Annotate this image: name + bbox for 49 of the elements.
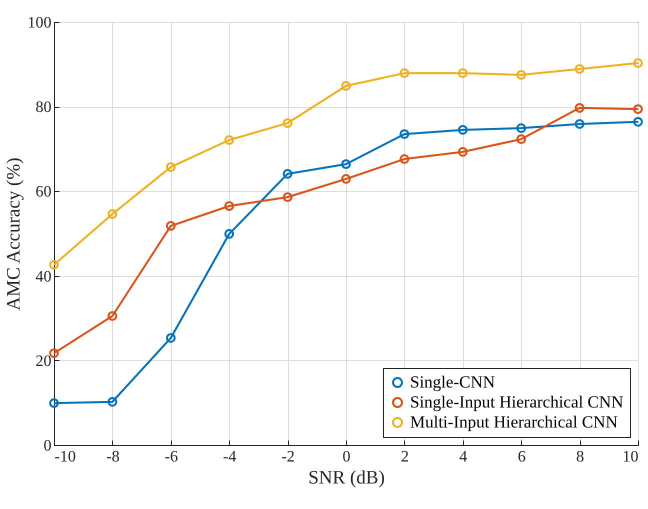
point [400,154,410,164]
point [108,311,118,321]
point [224,135,234,145]
x-tick-label: 0 [342,448,350,466]
point [166,221,176,231]
y-tick-label: 60 [36,184,52,201]
y-tick-label: 40 [36,268,52,286]
point [400,68,410,78]
y-tick-label: 0 [44,438,52,454]
point [458,146,468,157]
x-tick-label: 6 [518,448,526,466]
x-tick-label: 8 [576,448,584,466]
y-tick-label: 100 [28,14,52,32]
point [574,103,584,113]
point [341,159,351,169]
point [516,70,526,80]
point [574,64,584,74]
point [108,396,118,407]
point [166,162,176,172]
point [166,333,176,343]
x-tick-label: -2 [281,448,295,466]
point [224,229,234,239]
legend-label: Single-CNN [410,372,495,392]
y-axis-title: AMC Accuracy (%) [4,157,24,311]
point [224,201,234,211]
y-tick-label: 80 [36,99,52,116]
x-tick-label: 4 [459,448,468,466]
point [282,118,292,128]
legend-label: Single-Input Hierarchical CNN [410,392,624,412]
point [400,129,410,139]
y-tick-label: 20 [36,352,52,370]
x-tick-label: 10 [622,448,638,466]
point [341,81,351,91]
point [516,134,526,144]
point [282,192,292,202]
x-axis-title: SNR (dB) [308,468,385,488]
point [282,168,292,179]
x-tick-label: -4 [223,448,236,466]
legend-label: Multi-Input Hierarchical CNN [410,412,618,432]
point [341,174,351,184]
point [458,125,468,135]
point [574,119,584,129]
x-tick-label: -8 [106,448,120,466]
x-tick-label: -6 [164,448,178,466]
point [516,123,526,134]
point [458,68,468,78]
x-tick-label: -10 [54,448,76,466]
point [108,209,118,219]
x-tick-label: 2 [400,448,409,466]
